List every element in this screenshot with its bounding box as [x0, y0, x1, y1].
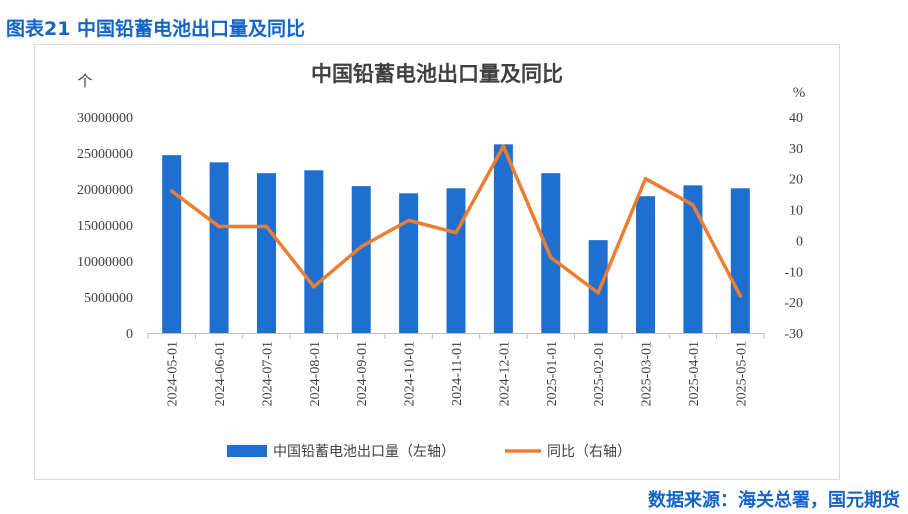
y-right-tick-label: -30	[784, 327, 803, 342]
y-axis-left-label: 个	[77, 72, 92, 90]
data-source: 数据来源：海关总署，国元期货	[648, 490, 900, 511]
legend: 中国铅蓄电池出口量（左轴） 同比（右轴）	[227, 444, 631, 460]
y-right-tick-label: 20	[789, 173, 803, 188]
point-yoy	[738, 294, 743, 298]
y-left-tick-label: 15000000	[77, 219, 133, 234]
point-yoy	[312, 284, 316, 289]
figure-caption: 图表21 中国铅蓄电池出口量及同比	[6, 18, 306, 40]
x-tick-label: 2024-12-01	[497, 341, 512, 406]
x-tick-label: 2025-02-01	[592, 341, 607, 406]
point-yoy	[691, 203, 695, 207]
chart-frame: 中国铅蓄电池出口量及同比 个 % 0 5000000 10000000 1500000…	[34, 44, 840, 480]
bar-export-volume	[162, 155, 182, 333]
point-yoy	[264, 224, 269, 229]
x-tick-label: 2024-08-01	[308, 341, 323, 406]
x-tick-label: 2025-01-01	[545, 341, 560, 406]
y-right-tick-label: 40	[789, 111, 803, 126]
point-yoy	[643, 176, 648, 181]
bar-export-volume	[209, 162, 229, 333]
x-tick-label: 2025-04-01	[687, 341, 702, 406]
bar-export-volume	[256, 173, 276, 333]
bar-export-volume	[683, 185, 703, 333]
bar-export-volume	[399, 193, 419, 333]
x-tick-label: 2024-07-01	[260, 341, 275, 406]
point-yoy	[169, 189, 174, 193]
y-left-tick-label: 30000000	[77, 111, 133, 126]
point-yoy	[501, 144, 506, 149]
bar-export-volume	[446, 188, 466, 333]
bar-export-volume	[730, 188, 750, 333]
bar-export-volume	[493, 144, 513, 333]
y-left-tick-label: 0	[126, 327, 133, 342]
y-right-tick-label: 30	[789, 142, 803, 157]
y-right-tick-label: 0	[796, 234, 803, 249]
y-left-tick-label: 20000000	[77, 183, 133, 198]
y-right-tick-label: -10	[784, 265, 803, 280]
y-left-tick-label: 5000000	[84, 291, 133, 306]
point-yoy	[454, 230, 458, 235]
x-tick-label: 2025-03-01	[640, 341, 655, 406]
bar-export-volume	[636, 196, 656, 333]
chart-svg: 中国铅蓄电池出口量及同比 个 % 0 5000000 10000000 1500000…	[77, 62, 806, 460]
x-tick-label: 2024-09-01	[355, 341, 370, 406]
legend-swatch-bar	[227, 445, 267, 457]
plot-area: 0 5000000 10000000 15000000 20000000 25000000…	[77, 111, 803, 406]
y-right-tick-label: 10	[789, 204, 803, 219]
y-axis-right-label: %	[793, 85, 806, 101]
bar-export-volume	[588, 240, 608, 333]
x-tick-label: 2024-11-01	[450, 341, 465, 406]
point-yoy	[596, 291, 600, 295]
x-tick-label: 2024-05-01	[166, 341, 181, 406]
chart-title: 中国铅蓄电池出口量及同比	[311, 62, 563, 86]
y-left-tick-label: 10000000	[77, 255, 133, 270]
point-yoy	[406, 218, 411, 223]
y-left-tick-label: 25000000	[77, 147, 133, 162]
x-tick-label: 2024-10-01	[403, 341, 418, 406]
y-right-tick-label: -20	[784, 296, 803, 311]
legend-label-line: 同比（右轴）	[547, 444, 631, 460]
point-yoy	[217, 224, 221, 229]
x-tick-label: 2024-06-01	[213, 341, 228, 406]
point-yoy	[359, 244, 364, 249]
bar-export-volume	[304, 170, 324, 333]
bar-export-volume	[351, 186, 371, 333]
point-yoy	[548, 255, 553, 260]
x-tick-label: 2025-05-01	[734, 341, 749, 406]
legend-label-bar: 中国铅蓄电池出口量（左轴）	[273, 444, 455, 460]
